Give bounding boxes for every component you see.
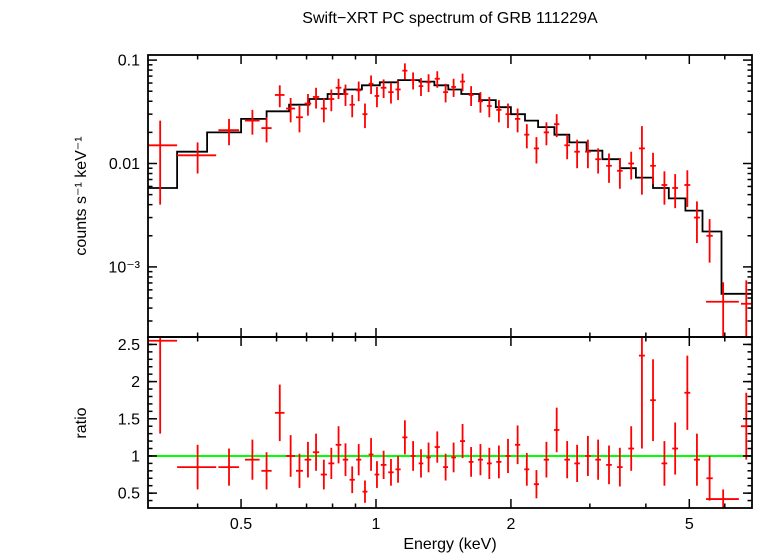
svg-text:10⁻³: 10⁻³ (108, 259, 140, 276)
svg-text:1: 1 (372, 516, 381, 533)
svg-text:0.5: 0.5 (118, 486, 140, 503)
spectrum-panel-tick-labels: 0.1 0.01 10⁻³ (108, 53, 140, 277)
x-axis-label: Energy (keV) (403, 536, 496, 553)
plot-draw-layer: 0.1 0.01 10⁻³ 0.5 1 1.5 2 2.5 0.5 1 2 5 (108, 53, 753, 533)
y-axis-label-ratio: ratio (73, 407, 90, 438)
spectrum-panel-ticks (148, 55, 752, 337)
ratio-panel-tick-labels: 0.5 1 1.5 2 2.5 0.5 1 2 5 (118, 337, 694, 533)
svg-text:0.01: 0.01 (109, 156, 140, 173)
ratio-panel-border (147, 336, 753, 509)
y-axis-label-counts: counts s⁻¹ keV⁻¹ (73, 136, 90, 255)
svg-text:2: 2 (131, 374, 140, 391)
spectrum-panel-data (148, 63, 752, 337)
svg-text:0.5: 0.5 (230, 516, 252, 533)
svg-text:1: 1 (131, 448, 140, 465)
ratio-panel-ticks (148, 337, 752, 508)
svg-text:5: 5 (685, 516, 694, 533)
svg-text:2: 2 (506, 516, 515, 533)
spectrum-panel-border (147, 54, 753, 338)
model-line (148, 79, 752, 295)
svg-text:0.1: 0.1 (118, 53, 140, 70)
ratio-panel-data (148, 337, 752, 508)
svg-text:1.5: 1.5 (118, 411, 140, 428)
svg-text:2.5: 2.5 (118, 337, 140, 354)
chart-title: Swift−XRT PC spectrum of GRB 111229A (302, 10, 598, 27)
